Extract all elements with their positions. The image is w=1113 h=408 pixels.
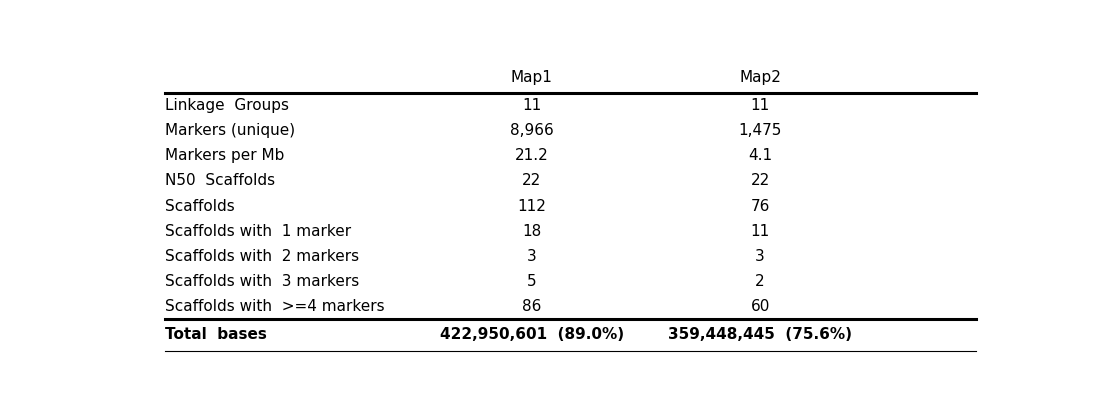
Text: Scaffolds with  >=4 markers: Scaffolds with >=4 markers	[165, 299, 385, 314]
Text: 76: 76	[750, 199, 770, 213]
Text: Markers per Mb: Markers per Mb	[165, 149, 285, 164]
Text: 21.2: 21.2	[514, 149, 549, 164]
Text: 1,475: 1,475	[739, 123, 781, 138]
Text: 86: 86	[522, 299, 541, 314]
Text: 11: 11	[522, 98, 541, 113]
Text: 18: 18	[522, 224, 541, 239]
Text: Scaffolds with  1 marker: Scaffolds with 1 marker	[165, 224, 351, 239]
Text: 3: 3	[756, 248, 765, 264]
Text: Scaffolds with  3 markers: Scaffolds with 3 markers	[165, 274, 359, 289]
Text: Map1: Map1	[511, 70, 552, 85]
Text: 112: 112	[518, 199, 546, 213]
Text: 4.1: 4.1	[748, 149, 772, 164]
Text: 5: 5	[526, 274, 536, 289]
Text: Scaffolds: Scaffolds	[165, 199, 235, 213]
Text: Map2: Map2	[739, 70, 781, 85]
Text: 3: 3	[526, 248, 536, 264]
Text: 22: 22	[522, 173, 541, 188]
Text: 2: 2	[756, 274, 765, 289]
Text: Markers (unique): Markers (unique)	[165, 123, 295, 138]
Text: N50  Scaffolds: N50 Scaffolds	[165, 173, 275, 188]
Text: 359,448,445  (75.6%): 359,448,445 (75.6%)	[668, 327, 853, 342]
Text: 422,950,601  (89.0%): 422,950,601 (89.0%)	[440, 327, 623, 342]
Text: Scaffolds with  2 markers: Scaffolds with 2 markers	[165, 248, 359, 264]
Text: 22: 22	[750, 173, 770, 188]
Text: 11: 11	[750, 224, 770, 239]
Text: 60: 60	[750, 299, 770, 314]
Text: 8,966: 8,966	[510, 123, 553, 138]
Text: Linkage  Groups: Linkage Groups	[165, 98, 289, 113]
Text: Total  bases: Total bases	[165, 327, 267, 342]
Text: 11: 11	[750, 98, 770, 113]
